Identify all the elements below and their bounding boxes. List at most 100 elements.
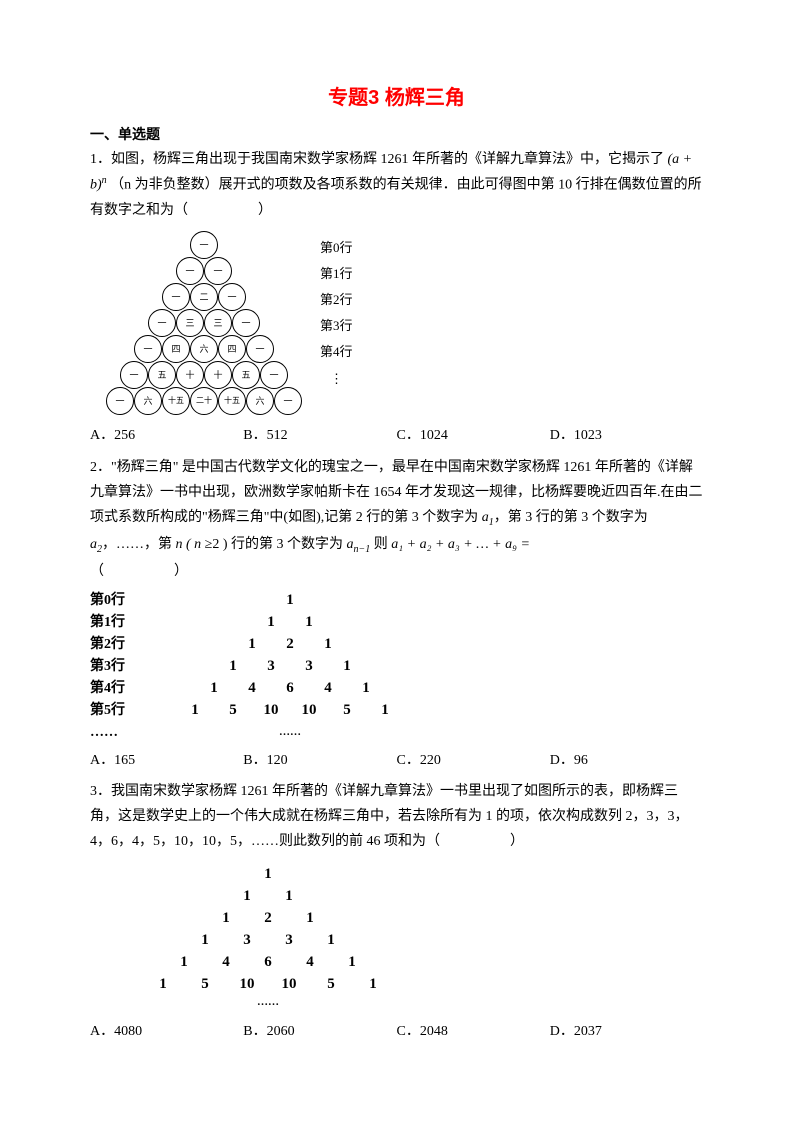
section-heading: 一、单选题 xyxy=(90,122,703,147)
pascal-cell: 1 xyxy=(176,697,214,724)
q2-paren: （ ） xyxy=(90,559,703,584)
q1-options: A．256 B．512 C．1024 D．1023 xyxy=(90,423,703,448)
row-label: 第1行 xyxy=(320,262,353,285)
q3-opt-c-val: 2048 xyxy=(420,1024,448,1039)
pascal-cell: 1 xyxy=(366,697,404,724)
pascal-cell: 5 xyxy=(184,971,226,993)
q1-opt-b[interactable]: B．512 xyxy=(243,423,396,448)
q2-opt-c-val: 220 xyxy=(420,753,441,768)
pascal-cell: 3 xyxy=(226,927,268,949)
q1-opt-c[interactable]: C．1024 xyxy=(397,423,550,448)
pascal-row: 1 xyxy=(108,861,703,883)
pascal-cell: 5 xyxy=(328,697,366,724)
pascal-cell: 1 xyxy=(184,927,226,949)
pascal-row: 11 xyxy=(108,883,703,905)
q1-text-a: 如图，杨辉三角出现于我国南宋数学家杨辉 1261 年所著的《详解九章算法》中，它… xyxy=(111,152,664,167)
row-label: 第2行 xyxy=(320,288,353,311)
pascal-circle: 一 xyxy=(218,283,246,311)
q3-figure: 11112113311464115101051…… xyxy=(108,861,703,1015)
q2-a2: a xyxy=(90,537,97,552)
q1-opt-b-val: 512 xyxy=(267,428,288,443)
q1-opt-a[interactable]: A．256 xyxy=(90,423,243,448)
pascal-circle: 一 xyxy=(176,257,204,285)
q1-opt-d-val: 1023 xyxy=(574,428,602,443)
q1-exp: n xyxy=(102,175,107,186)
pascal-circle: 四 xyxy=(218,335,246,363)
pascal-row: 14641 xyxy=(108,949,703,971)
page-title: 专题3 杨辉三角 xyxy=(90,80,703,116)
pascal-row: 第5行15101051 xyxy=(90,700,703,722)
q3-opt-b[interactable]: B．2060 xyxy=(243,1019,396,1044)
pascal-cell: 10 xyxy=(268,971,310,993)
q3-text: 3．我国南宋数学家杨辉 1261 年所著的《详解九章算法》一书里出现了如图所示的… xyxy=(90,779,703,855)
q3-opt-c[interactable]: C．2048 xyxy=(397,1019,550,1044)
q2-text: 2．"杨辉三角" 是中国古代数学文化的瑰宝之一，最早在中国南宋数学家杨辉 126… xyxy=(90,455,703,559)
pascal-circle: 十 xyxy=(176,361,204,389)
q3-opt-d[interactable]: D．2037 xyxy=(550,1019,703,1044)
pascal-cell: 1 xyxy=(163,949,205,971)
q3-opt-a[interactable]: A．4080 xyxy=(90,1019,243,1044)
q1-opt-c-val: 1024 xyxy=(420,428,448,443)
pascal-cell: 2 xyxy=(247,905,289,927)
q1-text: 1．如图，杨辉三角出现于我国南宋数学家杨辉 1261 年所著的《详解九章算法》中… xyxy=(90,147,703,223)
q2-num: 2． xyxy=(90,460,111,475)
pascal-cell: 10 xyxy=(252,697,290,724)
pascal-cell: 4 xyxy=(205,949,247,971)
q2-an: a xyxy=(347,537,354,552)
q1-opt-a-val: 256 xyxy=(114,428,135,443)
q2-mid4: 则 xyxy=(370,537,388,552)
pascal-circle: 二 xyxy=(190,283,218,311)
pascal-row: 1331 xyxy=(108,927,703,949)
pascal-cell: 10 xyxy=(290,697,328,724)
q2-opt-a[interactable]: A．165 xyxy=(90,748,243,773)
q1-opt-d[interactable]: D．1023 xyxy=(550,423,703,448)
pascal-row: 121 xyxy=(108,905,703,927)
pascal-circle: 十五 xyxy=(162,387,190,415)
pascal-cell: 1 xyxy=(352,971,394,993)
pascal-circle: 六 xyxy=(190,335,218,363)
q2-figure: 第0行1第1行11第2行121第3行1331第4行14641第5行1510105… xyxy=(90,590,703,744)
pascal-circle: 五 xyxy=(148,361,176,389)
q2-opt-a-val: 165 xyxy=(114,753,135,768)
q2-opt-d[interactable]: D．96 xyxy=(550,748,703,773)
pascal-circle: 四 xyxy=(162,335,190,363)
pascal-circle: 一 xyxy=(148,309,176,337)
row-label: 第0行 xyxy=(320,236,353,259)
pascal-circle: 一 xyxy=(120,361,148,389)
q2-opt-b[interactable]: B．120 xyxy=(243,748,396,773)
q3-num: 3． xyxy=(90,784,111,799)
pascal-circle: 三 xyxy=(204,309,232,337)
pascal-circle: 六 xyxy=(134,387,162,415)
pascal-cell: 1 xyxy=(247,861,289,883)
q1-num: 1． xyxy=(90,152,111,167)
pascal-circle: 一 xyxy=(274,387,302,415)
q3-opt-b-val: 2060 xyxy=(267,1024,295,1039)
pascal-cell: 1 xyxy=(289,905,331,927)
pascal-cell: 1 xyxy=(310,927,352,949)
pascal-circle: 五 xyxy=(232,361,260,389)
pascal-cell: 6 xyxy=(247,949,289,971)
q2-mid3: 2 ) 行的第 3 个数字为 xyxy=(212,537,343,552)
pascal-cell: 1 xyxy=(268,883,310,905)
pascal-circle: 一 xyxy=(232,309,260,337)
pascal-cell: 5 xyxy=(214,697,252,724)
q2-opt-c[interactable]: C．220 xyxy=(397,748,550,773)
q2-opt-b-val: 120 xyxy=(267,753,288,768)
pascal-circle: 一 xyxy=(260,361,288,389)
pascal-cell: 5 xyxy=(310,971,352,993)
pascal-cell: 1 xyxy=(205,905,247,927)
q2-opt-d-val: 96 xyxy=(574,753,588,768)
q2-options: A．165 B．120 C．220 D．96 xyxy=(90,748,703,773)
pascal-row: 15101051 xyxy=(108,971,703,993)
row-label: 第4行 xyxy=(320,340,353,363)
q2-mid2: ，……，第 xyxy=(102,537,172,552)
pascal-circle: 一 xyxy=(204,257,232,285)
row-label: 第3行 xyxy=(320,314,353,337)
q2-a1: a xyxy=(482,510,489,525)
pascal-circle: 十 xyxy=(204,361,232,389)
pascal-circle: 一 xyxy=(106,387,134,415)
pascal-circle: 一 xyxy=(162,283,190,311)
pascal-circle: 二十 xyxy=(190,387,218,415)
q1-figure: 一一一一二一一三三一一四六四一一五十十五一一六十五二十十五六一第0行第1行第2行… xyxy=(90,229,390,419)
q3-opt-d-val: 2037 xyxy=(574,1024,602,1039)
